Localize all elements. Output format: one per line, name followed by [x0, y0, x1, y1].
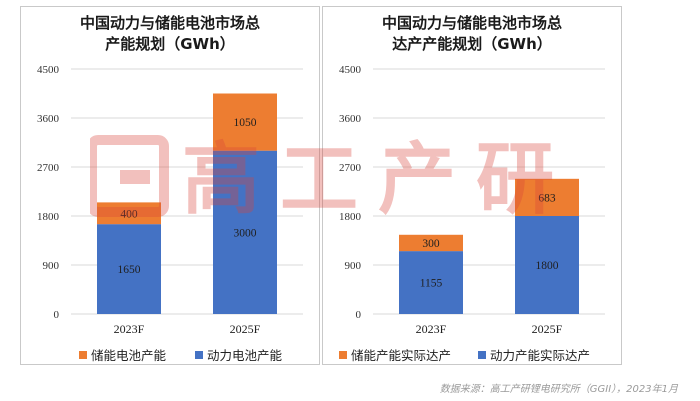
- legend-swatch-blue: [195, 350, 203, 359]
- y-tick-label: 3600: [37, 113, 60, 125]
- data-label: 683: [538, 192, 556, 204]
- bar-blue: [515, 216, 579, 314]
- left-chart-panel: 中国动力与储能电池市场总 产能规划（GWh） 4500 3600 2700 1800 9…: [20, 6, 320, 365]
- y-tick-label: 4500: [37, 64, 60, 76]
- data-label: 1800: [536, 260, 559, 272]
- y-tick-label: 900: [43, 260, 60, 272]
- y-tick-label: 900: [345, 260, 362, 272]
- right-title-line-2: 达产产能规划（GWh）: [392, 35, 552, 53]
- legend-item-storage: 储能电池产能: [79, 345, 166, 364]
- legend-item-power: 动力产能实际达产: [478, 345, 590, 364]
- x-tick-label: 2025F: [230, 322, 261, 336]
- bar-orange: [515, 178, 579, 216]
- y-tick-label: 4500: [339, 64, 362, 76]
- left-title-line-2: 产能规划（GWh）: [105, 35, 235, 53]
- data-label: 400: [120, 208, 138, 220]
- source-note: 数据来源：高工产研锂电研究所（GGII），2023年1月: [439, 384, 678, 395]
- legend-label: 动力电池产能: [207, 348, 283, 363]
- y-tick-label: 0: [54, 309, 60, 321]
- x-tick-label: 2025F: [532, 322, 563, 336]
- data-label: 300: [422, 238, 440, 250]
- y-tick-label: 2700: [37, 162, 60, 174]
- y-tick-label: 1800: [37, 211, 60, 223]
- legend-item-storage: 储能产能实际达产: [339, 345, 451, 364]
- bar-blue: [97, 224, 161, 314]
- legend-swatch-blue: [478, 350, 486, 359]
- y-tick-label: 3600: [339, 113, 362, 125]
- legend-swatch-orange: [339, 350, 347, 359]
- right-chart-title: 中国动力与储能电池市场总 达产产能规划（GWh）: [323, 13, 621, 55]
- data-label: 3000: [234, 227, 257, 239]
- bar-orange: [213, 93, 277, 151]
- left-chart-title: 中国动力与储能电池市场总 产能规划（GWh）: [21, 13, 319, 55]
- legend-label: 储能产能实际达产: [351, 348, 452, 363]
- y-tick-label: 2700: [339, 162, 362, 174]
- right-chart-panel: 中国动力与储能电池市场总 达产产能规划（GWh） 4500 3600 2700 180…: [322, 6, 622, 365]
- right-title-line-1: 中国动力与储能电池市场总: [381, 14, 562, 32]
- data-label: 1155: [420, 278, 443, 290]
- left-title-line-1: 中国动力与储能电池市场总: [79, 14, 260, 32]
- y-tick-label: 1800: [339, 211, 362, 223]
- data-label: 1050: [234, 117, 257, 129]
- right-chart-plot: 4500 3600 2700 1800 900 0 1155 300 2023F 1800 683 2…: [339, 64, 605, 336]
- bar-orange: [399, 234, 463, 252]
- legend-label: 动力产能实际达产: [490, 348, 591, 363]
- bar-blue: [213, 150, 277, 314]
- legend-label: 储能电池产能: [91, 348, 167, 363]
- bar-orange: [97, 202, 161, 225]
- bar-blue: [399, 251, 463, 314]
- legend-swatch-orange: [79, 350, 87, 359]
- data-label: 1650: [118, 264, 141, 276]
- x-tick-label: 2023F: [416, 322, 447, 336]
- y-tick-label: 0: [356, 309, 362, 321]
- x-tick-label: 2023F: [114, 322, 145, 336]
- legend-item-power: 动力电池产能: [195, 345, 282, 364]
- left-chart-plot: 4500 3600 2700 1800 900 0 1650 400 2023F 3000 1050…: [37, 64, 303, 336]
